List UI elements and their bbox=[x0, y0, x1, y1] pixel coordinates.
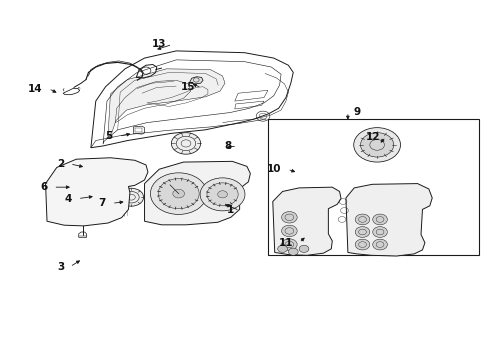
Circle shape bbox=[353, 128, 400, 162]
Text: 14: 14 bbox=[28, 84, 42, 94]
Text: 3: 3 bbox=[57, 262, 64, 272]
Polygon shape bbox=[272, 187, 340, 255]
Circle shape bbox=[206, 183, 238, 206]
Text: 11: 11 bbox=[278, 238, 293, 248]
Text: 6: 6 bbox=[40, 182, 47, 192]
Circle shape bbox=[150, 173, 206, 215]
Bar bbox=[75, 178, 84, 182]
Circle shape bbox=[158, 179, 199, 209]
Text: 10: 10 bbox=[266, 164, 281, 174]
Circle shape bbox=[172, 189, 184, 198]
Text: 7: 7 bbox=[99, 198, 106, 208]
Polygon shape bbox=[144, 161, 250, 225]
Circle shape bbox=[354, 226, 369, 237]
Polygon shape bbox=[345, 184, 431, 256]
Circle shape bbox=[354, 214, 369, 225]
Circle shape bbox=[171, 133, 200, 154]
Circle shape bbox=[354, 239, 369, 250]
Circle shape bbox=[119, 188, 143, 206]
Text: 4: 4 bbox=[64, 194, 72, 204]
Text: 12: 12 bbox=[365, 132, 379, 142]
Circle shape bbox=[281, 225, 297, 237]
Polygon shape bbox=[108, 69, 224, 137]
Circle shape bbox=[372, 239, 386, 250]
Polygon shape bbox=[45, 158, 148, 226]
Circle shape bbox=[200, 178, 244, 211]
Circle shape bbox=[281, 239, 297, 250]
Circle shape bbox=[372, 214, 386, 225]
Text: 8: 8 bbox=[224, 141, 231, 151]
Circle shape bbox=[372, 226, 386, 237]
Bar bbox=[81, 188, 91, 192]
Text: 13: 13 bbox=[152, 40, 166, 49]
Circle shape bbox=[281, 212, 297, 223]
Text: 1: 1 bbox=[226, 206, 233, 216]
Bar bbox=[267, 119, 478, 255]
Circle shape bbox=[360, 133, 393, 157]
Text: 2: 2 bbox=[57, 159, 64, 169]
Polygon shape bbox=[189, 77, 203, 84]
Circle shape bbox=[217, 191, 227, 198]
Text: 5: 5 bbox=[105, 131, 113, 141]
Text: 9: 9 bbox=[353, 107, 360, 117]
Circle shape bbox=[288, 248, 298, 255]
Circle shape bbox=[277, 245, 287, 252]
Text: 15: 15 bbox=[181, 82, 195, 93]
Bar bbox=[135, 129, 142, 132]
Circle shape bbox=[299, 245, 308, 252]
